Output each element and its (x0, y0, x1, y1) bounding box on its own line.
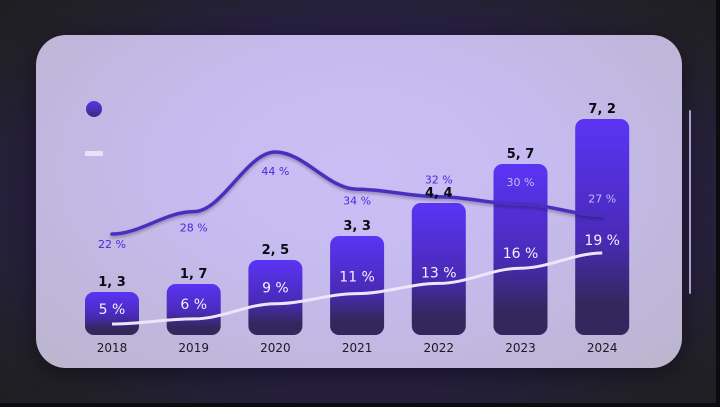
white-line-label: 5 % (99, 302, 126, 318)
legend-dot-icon (86, 101, 102, 117)
white-line-label: 13 % (421, 265, 457, 281)
bar-value-label: 4, 4 (425, 186, 453, 201)
bar-value-label: 1, 3 (98, 275, 126, 290)
bar-2021[interactable] (330, 236, 385, 335)
bar-2020[interactable] (248, 260, 303, 335)
purple-line-series (110, 150, 604, 236)
white-line-label: 6 % (180, 297, 207, 313)
bar-value-label: 2, 5 (262, 243, 290, 258)
bar-value-label: 7, 2 (588, 102, 616, 117)
white-line-label: 9 % (262, 281, 289, 297)
bars-group (85, 119, 630, 335)
bar-2022[interactable] (411, 203, 466, 335)
bar-2024[interactable] (575, 119, 630, 335)
legend-dash-icon (85, 151, 103, 156)
bar-value-label: 1, 7 (180, 267, 208, 282)
x-axis-label: 2023 (505, 341, 536, 355)
x-axis-label: 2024 (587, 341, 618, 355)
purple-line-label: 44 % (261, 165, 289, 178)
purple-line-label: 30 % (507, 176, 535, 189)
white-line-label: 19 % (584, 233, 620, 249)
vertical-scrollbar[interactable] (689, 110, 691, 294)
white-line-label: 16 % (503, 246, 539, 262)
x-axis-label: 2021 (342, 341, 373, 355)
bar-2019[interactable] (166, 284, 221, 335)
bar-value-label: 5, 7 (507, 147, 535, 162)
purple-line-label: 22 % (98, 238, 126, 251)
purple-line-label: 34 % (343, 194, 371, 207)
x-axis-label: 2022 (424, 341, 455, 355)
purple-line-label: 27 % (588, 192, 616, 205)
window-edge-bottom (0, 403, 720, 407)
purple-line-label: 28 % (180, 222, 208, 235)
purple-line-label: 32 % (425, 174, 453, 187)
x-axis-label: 2020 (260, 341, 291, 355)
white-line-series (111, 251, 603, 326)
white-line-label: 11 % (339, 270, 375, 286)
window-edge (716, 0, 720, 407)
labels-group: 1, 3 2018 1, 7 2019 2, 5 2020 3, 3 2021 4, 4 2022… (97, 102, 620, 355)
x-axis-label: 2018 (97, 341, 128, 355)
lines-group (110, 150, 604, 326)
bar-value-label: 3, 3 (343, 219, 371, 234)
x-axis-label: 2019 (178, 341, 209, 355)
